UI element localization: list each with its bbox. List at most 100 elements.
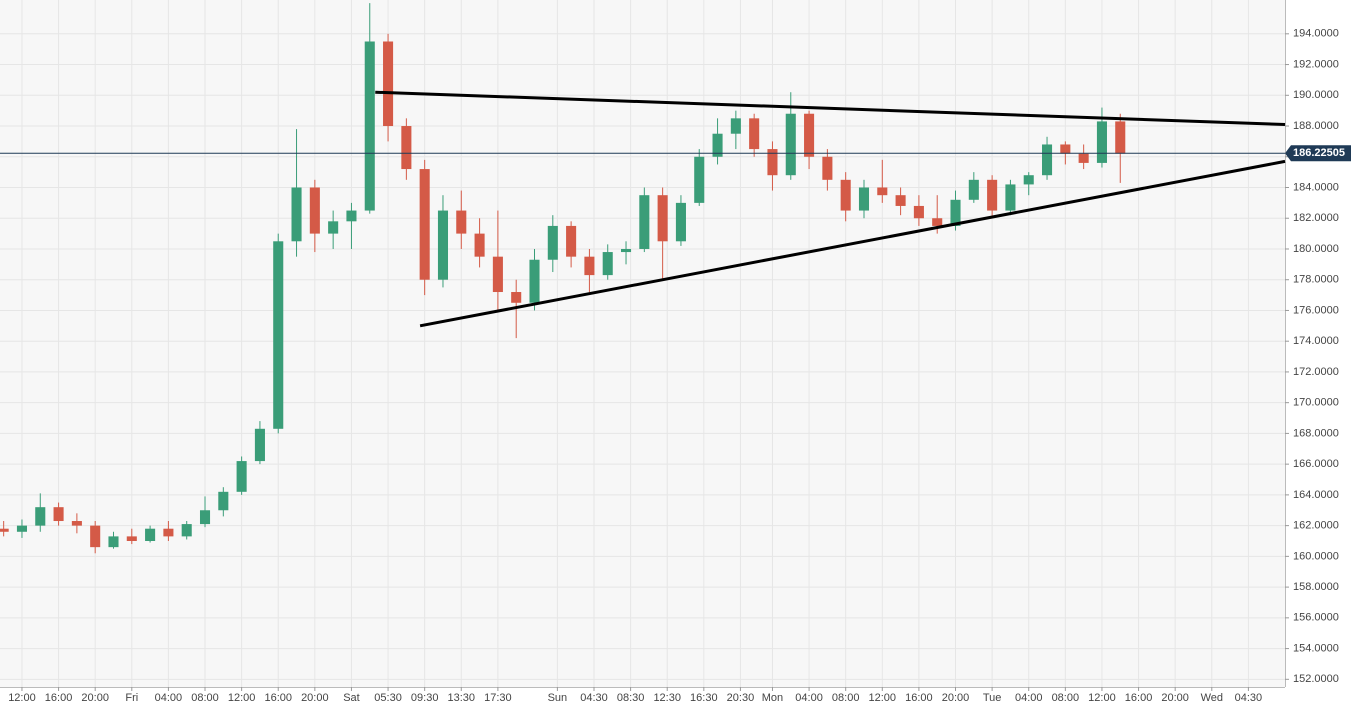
x-tick-label: 17:30 (484, 692, 512, 704)
x-tick-label: 04:30 (580, 692, 608, 704)
y-tick-label: 174.0000 (1293, 335, 1339, 347)
y-tick-label: 184.0000 (1293, 181, 1339, 193)
candle-body (749, 118, 760, 150)
candle-body (236, 461, 247, 492)
candle-body (254, 428, 265, 462)
x-tick-label: 20:00 (301, 692, 329, 704)
candle-body (492, 256, 503, 293)
candle-body (712, 133, 723, 157)
candle-body (1078, 153, 1089, 163)
x-tick-label: Sat (343, 692, 360, 704)
last-price-tag (1285, 145, 1351, 162)
x-tick-label: 04:30 (1235, 692, 1263, 704)
y-tick-label: 156.0000 (1293, 612, 1339, 624)
x-tick-label: 16:00 (1125, 692, 1153, 704)
candle-body (53, 507, 64, 522)
y-tick-label: 190.0000 (1293, 89, 1339, 101)
candle-body (657, 195, 668, 242)
x-tick-label: Fri (125, 692, 138, 704)
candle-body (218, 491, 229, 511)
y-tick-label: 162.0000 (1293, 520, 1339, 532)
x-tick-label: Sun (548, 692, 568, 704)
candle-body (71, 521, 82, 526)
candle-body (419, 169, 430, 280)
y-tick-label: 154.0000 (1293, 642, 1339, 654)
candle-body (1096, 121, 1107, 163)
x-tick-label: 04:00 (795, 692, 823, 704)
candle-body (401, 126, 412, 170)
candle-body (108, 536, 119, 548)
candle-body (694, 156, 705, 203)
candle-body (804, 113, 815, 157)
candle-body (511, 292, 522, 303)
x-tick-label: 16:00 (264, 692, 292, 704)
trend-line (375, 90, 1286, 126)
candle-body (90, 525, 101, 548)
x-tick-label: Wed (1201, 692, 1223, 704)
candle-body (1005, 184, 1016, 211)
y-tick-label: 178.0000 (1293, 274, 1339, 286)
candle-body (785, 113, 796, 176)
x-tick-label: 08:00 (191, 692, 219, 704)
candle-body (456, 210, 467, 234)
trend-line (419, 159, 1286, 328)
candle-body (35, 507, 46, 526)
candle-body (987, 179, 998, 211)
x-tick-label: 13:30 (448, 692, 476, 704)
candle-body (950, 199, 961, 226)
y-tick-label: 152.0000 (1293, 673, 1339, 685)
candle-body (529, 259, 540, 303)
y-tick-label: 164.0000 (1293, 489, 1339, 501)
candle-body (895, 195, 906, 206)
candle-body (675, 202, 686, 242)
y-tick-label: 170.0000 (1293, 397, 1339, 409)
y-tick-label: 176.0000 (1293, 304, 1339, 316)
x-tick-label: 08:00 (1052, 692, 1080, 704)
x-tick-label: 20:00 (81, 692, 109, 704)
x-tick-label: 09:30 (411, 692, 439, 704)
x-tick-label: 16:00 (45, 692, 73, 704)
candle-body (346, 210, 357, 222)
candle-body (163, 528, 174, 537)
x-tick-label: 12:30 (653, 692, 681, 704)
candle-body (840, 179, 851, 211)
y-tick-label: 180.0000 (1293, 243, 1339, 255)
x-tick-label: 08:00 (832, 692, 860, 704)
candle-body (126, 536, 137, 541)
candle-body (199, 510, 211, 525)
candle-body (932, 218, 943, 226)
y-tick-label: 160.0000 (1293, 550, 1339, 562)
plot-background (0, 0, 1285, 687)
candle-body (584, 256, 595, 276)
last-price-label: 186.22505 (1293, 147, 1345, 159)
x-tick-label: 12:00 (869, 692, 897, 704)
candle-body (181, 524, 192, 537)
candle-body (328, 221, 339, 234)
x-tick-label: 16:30 (690, 692, 718, 704)
candle-body (858, 187, 870, 211)
y-tick-label: 194.0000 (1293, 28, 1339, 40)
x-tick-label: Tue (983, 692, 1002, 704)
x-tick-label: 20:30 (727, 692, 755, 704)
y-tick-label: 182.0000 (1293, 212, 1339, 224)
candle-body (474, 233, 485, 257)
candle-body (145, 528, 156, 541)
candle-body (730, 118, 741, 134)
candle-body (822, 156, 833, 180)
candle-body (968, 179, 979, 200)
y-tick-label: 166.0000 (1293, 458, 1339, 470)
candle-body (364, 41, 375, 211)
candle-body (566, 225, 577, 257)
candle-body (620, 248, 632, 253)
y-tick-label: 188.0000 (1293, 120, 1339, 132)
candle-body (1042, 144, 1053, 176)
candle-body (383, 41, 394, 127)
candle-body (1060, 144, 1071, 154)
candle-body (602, 252, 613, 276)
x-tick-label: 16:00 (905, 692, 933, 704)
x-tick-label: 04:00 (1015, 692, 1043, 704)
candle-body (877, 187, 888, 196)
x-tick-label: 08:30 (617, 692, 645, 704)
